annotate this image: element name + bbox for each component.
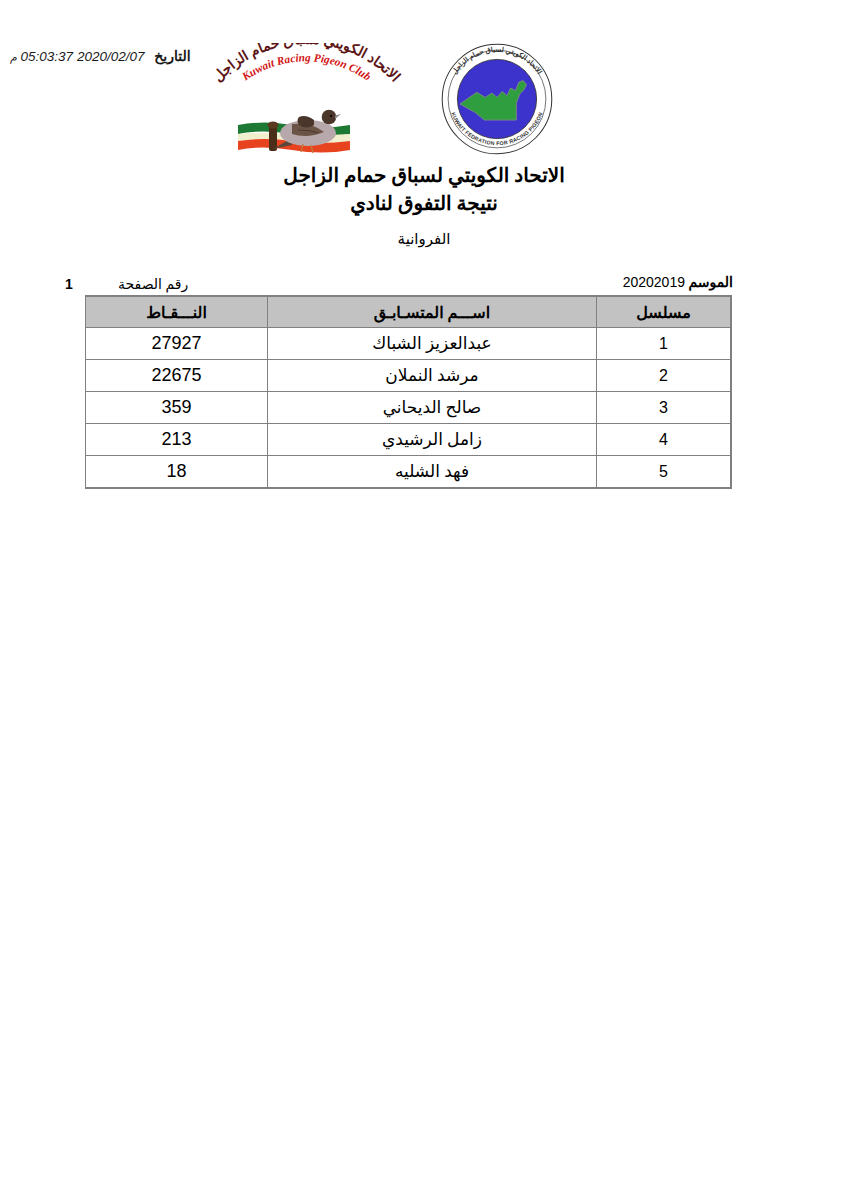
svg-text:الاتحاد الكويتي لسباق حمام الز: الاتحاد الكويتي لسباق حمام الزاجل xyxy=(210,43,403,85)
